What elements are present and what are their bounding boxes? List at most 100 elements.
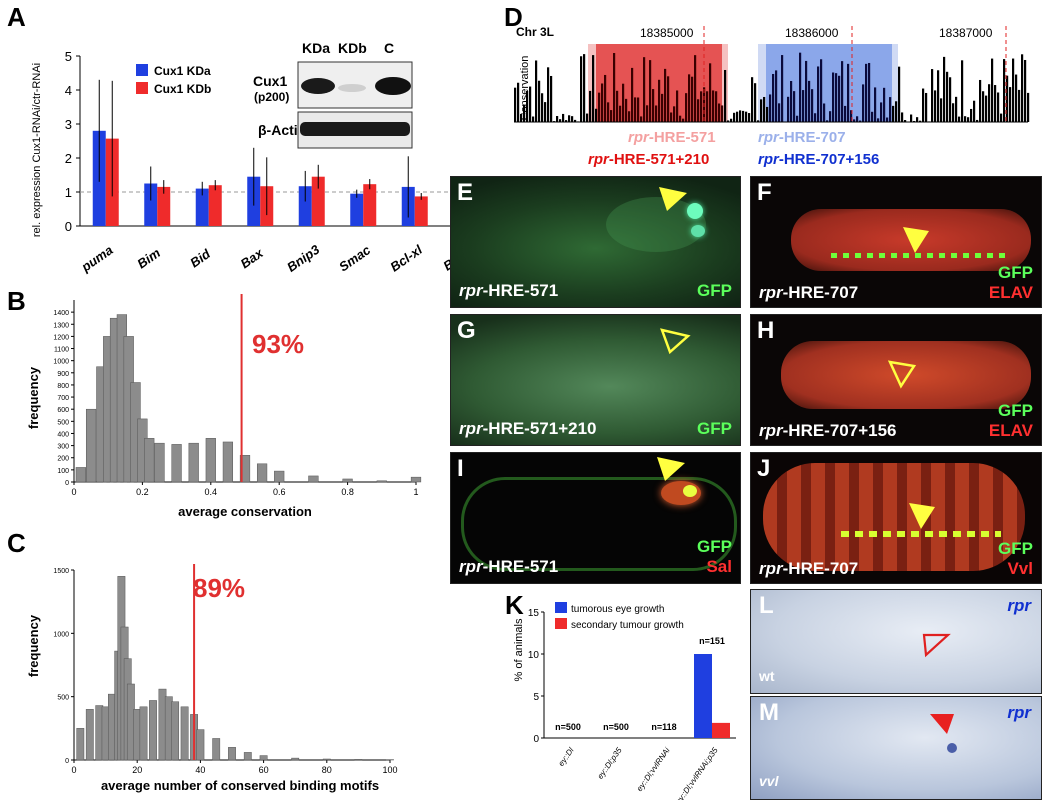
- y-tick-label: 1000: [53, 631, 69, 638]
- panel-g-image: rpr-HRE-571+210 GFP G: [450, 314, 741, 446]
- panel-l-label: L: [759, 592, 774, 619]
- panel-f-channel2: ELAV: [988, 283, 1033, 302]
- conservation-bar: [925, 92, 928, 122]
- panel-j-channel1: GFP: [998, 539, 1033, 558]
- legend-tumorous: tumorous eye growth: [571, 604, 664, 615]
- conservation-bar: [871, 111, 874, 122]
- conservation-bar: [793, 91, 796, 122]
- histogram-bar: [196, 729, 205, 761]
- x-tick-label: 0.6: [273, 487, 286, 497]
- panel-g-left-label: rpr-HRE-571+210: [459, 419, 597, 438]
- arrowhead-icon: [657, 457, 685, 481]
- panel-f-image: rpr-HRE-707 GFP ELAV F: [750, 176, 1042, 308]
- conservation-bar: [958, 116, 961, 122]
- conservation-bar: [685, 93, 688, 122]
- conservation-bar: [538, 80, 541, 122]
- histogram-bar: [228, 747, 236, 761]
- conservation-bar: [820, 59, 823, 122]
- x-tick-label: 20: [132, 765, 142, 775]
- panel-i-image: rpr-HRE-571 GFP Sal I: [450, 452, 741, 584]
- conservation-bar: [679, 115, 682, 122]
- conservation-bar: [562, 113, 565, 122]
- y-tick-label: 5: [533, 692, 539, 703]
- x-tick-label: Bcl-xl: [387, 242, 425, 275]
- y-tick-label: 1: [65, 185, 72, 200]
- panel-g-label: G: [457, 317, 476, 344]
- conservation-bar: [997, 92, 1000, 122]
- conservation-bar: [748, 113, 751, 122]
- conservation-bar: [646, 105, 649, 122]
- conservation-bar: [826, 120, 829, 122]
- open-arrowhead-icon: [660, 328, 691, 355]
- conservation-bar: [781, 55, 784, 122]
- histogram-bar: [171, 444, 182, 483]
- arrowhead-icon: [909, 503, 935, 529]
- panel-l-genotype: wt: [759, 668, 775, 684]
- x-tick-label: Bax: [238, 245, 267, 271]
- conservation-bar: [913, 120, 916, 122]
- conservation-bar: [757, 120, 760, 122]
- conservation-bar: [853, 119, 856, 122]
- panel-i-label: I: [457, 455, 464, 482]
- bar: [311, 176, 325, 226]
- conservation-bar: [595, 108, 598, 122]
- histogram-bar: [76, 728, 85, 761]
- conservation-bar: [697, 99, 700, 122]
- histogram-bar: [212, 738, 221, 761]
- conservation-bar: [943, 56, 946, 122]
- histogram-bar: [188, 442, 199, 483]
- conservation-bar: [589, 90, 592, 122]
- x-tick-label: 80: [322, 765, 332, 775]
- conservation-bar: [514, 87, 517, 122]
- conservation-bar: [835, 73, 838, 122]
- bar: [298, 186, 312, 226]
- x-tick-label: 0: [71, 765, 76, 775]
- coord-18385000: 18385000: [640, 26, 694, 40]
- histogram-bar: [205, 438, 216, 483]
- legend-tumorous-swatch: [555, 602, 567, 613]
- conservation-bar: [676, 90, 679, 122]
- conservation-bar: [670, 112, 673, 122]
- label-hre-571: rpr-HRE-571: [628, 129, 716, 146]
- conservation-bar: [961, 60, 964, 122]
- conservation-bar: [730, 118, 733, 122]
- conservation-bar: [622, 83, 625, 122]
- blot-band: [338, 84, 366, 92]
- conservation-bar: [652, 89, 655, 122]
- conservation-bar: [661, 93, 664, 122]
- conservation-bar: [910, 114, 913, 122]
- panel-l-image: L rpr wt: [750, 589, 1042, 694]
- panel-m-rpr: rpr: [1007, 703, 1031, 722]
- histogram-bar: [171, 701, 180, 761]
- x-tick-label: 0.4: [205, 487, 218, 497]
- y-tick-label: 1000: [53, 359, 69, 366]
- panel-m-genotype: vvl: [759, 773, 779, 789]
- panel-i-left-label: rpr-HRE-571: [459, 557, 559, 576]
- panel-k-label: K: [505, 590, 524, 620]
- conservation-bar: [745, 111, 748, 122]
- panel-d-label: D: [504, 2, 523, 32]
- blot-band: [375, 77, 411, 95]
- conservation-bar: [523, 104, 526, 122]
- y-tick-label: 900: [57, 371, 69, 378]
- conservation-bar: [739, 110, 742, 122]
- embryo-elav: [781, 341, 1031, 409]
- conservation-bar: [664, 68, 667, 122]
- panel-b-chart: frequency average conservation 93% 0 100 2…: [26, 294, 422, 519]
- conservation-bar: [631, 67, 634, 122]
- panel-m-label: M: [759, 699, 779, 726]
- panel-j-channel2: Vvl: [1007, 559, 1033, 578]
- blot-actin-band: [300, 122, 410, 136]
- histogram-bar: [274, 470, 285, 483]
- conservation-bar: [1003, 59, 1006, 122]
- n-label: n=118: [651, 722, 676, 732]
- open-arrowhead-icon: [922, 633, 951, 658]
- panel-d-chrom: Chr 3L: [516, 25, 554, 39]
- y-tick-label: 1300: [53, 322, 69, 329]
- panel-e-label: E: [457, 179, 474, 206]
- panel-h-channel2: ELAV: [988, 421, 1033, 440]
- conservation-bar: [859, 120, 862, 122]
- y-tick-label: 2: [65, 151, 72, 166]
- conservation-bar: [889, 97, 892, 122]
- panel-h-channel1: GFP: [998, 401, 1033, 420]
